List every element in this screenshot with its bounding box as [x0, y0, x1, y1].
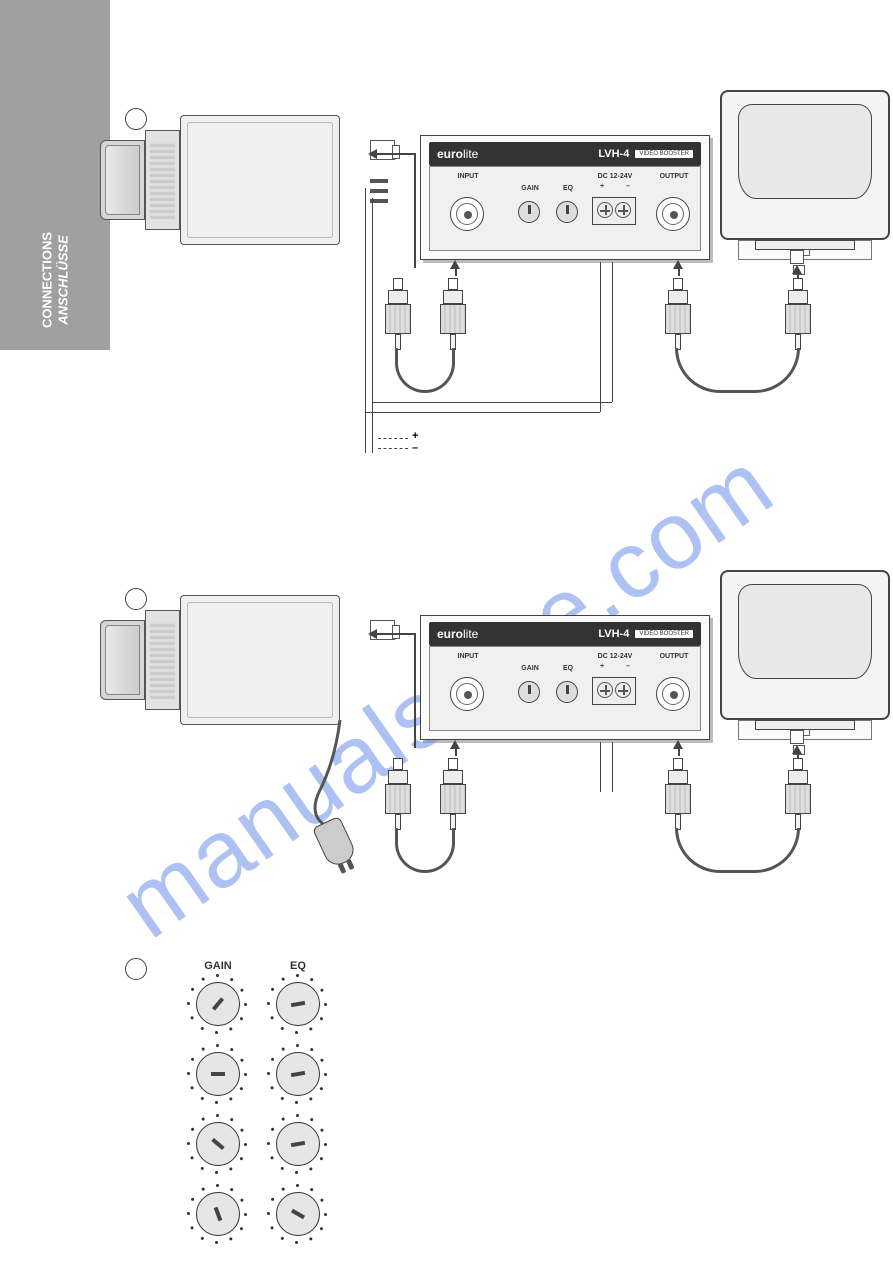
side-tab-label: CONNECTIONS ANSCHLÜSSE — [39, 232, 70, 328]
eq-trim — [556, 201, 578, 223]
arrowhead2-cam — [368, 629, 377, 639]
side-tab-line2: ANSCHLÜSSE — [55, 235, 70, 325]
arrow-out-plug-v — [678, 268, 680, 276]
dial-eq-row1 — [276, 1052, 320, 1096]
label2-minus: – — [626, 663, 630, 670]
label2-gain: GAIN — [521, 665, 539, 672]
cable-input-1 — [385, 278, 505, 398]
arrow2-in-v — [455, 748, 457, 756]
booster2-badge: VIDEO BOOSTER — [635, 630, 693, 638]
wire-dash-a — [378, 438, 408, 439]
dial-table: GAIN EQ — [170, 960, 370, 1280]
input-socket — [450, 197, 484, 231]
wire-1c — [365, 412, 600, 413]
arrowhead2-mon — [792, 745, 802, 754]
booster2-model: LVH-4 — [598, 628, 629, 640]
wire-1a — [365, 188, 366, 413]
arrowhead-out — [673, 260, 683, 269]
wire-1f — [612, 262, 613, 402]
monitor-diagram-1 — [720, 90, 890, 270]
dial-eq-row2 — [276, 1122, 320, 1166]
label-eq: EQ — [563, 185, 573, 192]
label2-dc: DC 12-24V — [598, 653, 633, 660]
monitor-diagram-2 — [720, 570, 890, 750]
label2-eq: EQ — [563, 665, 573, 672]
wire2-b — [612, 742, 613, 792]
label-dc: DC 12-24V — [598, 173, 633, 180]
arrow2-cam-h — [375, 633, 415, 635]
dial-head-gain: GAIN — [204, 960, 232, 972]
power-plus: + — [412, 430, 418, 442]
arrowhead-cam — [368, 149, 377, 159]
wire-1e — [600, 262, 601, 412]
label-minus: – — [626, 183, 630, 190]
label-output: OUTPUT — [660, 173, 689, 180]
wire-stub-a — [365, 413, 366, 453]
booster-diagram-2: eurolite LVH-4 VIDEO BOOSTER INPUT GAIN … — [420, 615, 715, 745]
wire-stub-b — [372, 413, 373, 453]
wire-1b — [372, 198, 373, 413]
power-minus: – — [412, 442, 418, 454]
booster-badge: VIDEO BOOSTER — [635, 150, 693, 158]
booster2-brand-suffix: lite — [463, 627, 478, 641]
booster-model: LVH-4 — [598, 148, 629, 160]
arrowhead2-out — [673, 740, 683, 749]
arrow-cam-to-plug-h — [375, 153, 415, 155]
label2-output: OUTPUT — [660, 653, 689, 660]
output-socket — [656, 197, 690, 231]
dial-gain-row3 — [196, 1192, 240, 1236]
arrowhead2-in — [450, 740, 460, 749]
arrow2-out-v — [678, 748, 680, 756]
label-input: INPUT — [458, 173, 479, 180]
camera-diagram-1 — [100, 105, 370, 265]
dial-gain-row0 — [196, 982, 240, 1026]
arrowhead-in — [450, 260, 460, 269]
booster2-brand-prefix: euro — [437, 627, 463, 641]
wire2-a — [600, 742, 601, 792]
side-tab-line1: CONNECTIONS — [39, 232, 54, 328]
wire-dash-b — [378, 448, 408, 449]
arrow-in-plug-v — [455, 268, 457, 276]
booster-diagram-1: eurolite LVH-4 VIDEO BOOSTER INPUT GAIN … — [420, 135, 715, 265]
dial-gain-row1 — [196, 1052, 240, 1096]
gain-trim — [518, 201, 540, 223]
label2-input: INPUT — [458, 653, 479, 660]
booster-brand-suffix: lite — [463, 147, 478, 161]
dial-gain-row2 — [196, 1122, 240, 1166]
label-plus: + — [600, 183, 604, 190]
booster-brand-prefix: euro — [437, 147, 463, 161]
cable-input-2 — [385, 758, 505, 878]
arrow-cam-to-plug-v — [414, 153, 416, 268]
dial-head-eq: EQ — [290, 960, 306, 972]
cable-output-1 — [665, 278, 835, 398]
arrowhead-mon — [792, 265, 802, 274]
cable-output-2 — [665, 758, 835, 878]
dc-terminal — [592, 197, 636, 225]
side-tab: CONNECTIONS ANSCHLÜSSE — [0, 0, 110, 350]
arrow2-cam-v — [414, 633, 416, 748]
label-gain: GAIN — [521, 185, 539, 192]
dial-eq-row0 — [276, 982, 320, 1026]
section-marker-3 — [125, 958, 147, 980]
dial-eq-row3 — [276, 1192, 320, 1236]
label2-plus: + — [600, 663, 604, 670]
wire-1d — [372, 402, 612, 403]
